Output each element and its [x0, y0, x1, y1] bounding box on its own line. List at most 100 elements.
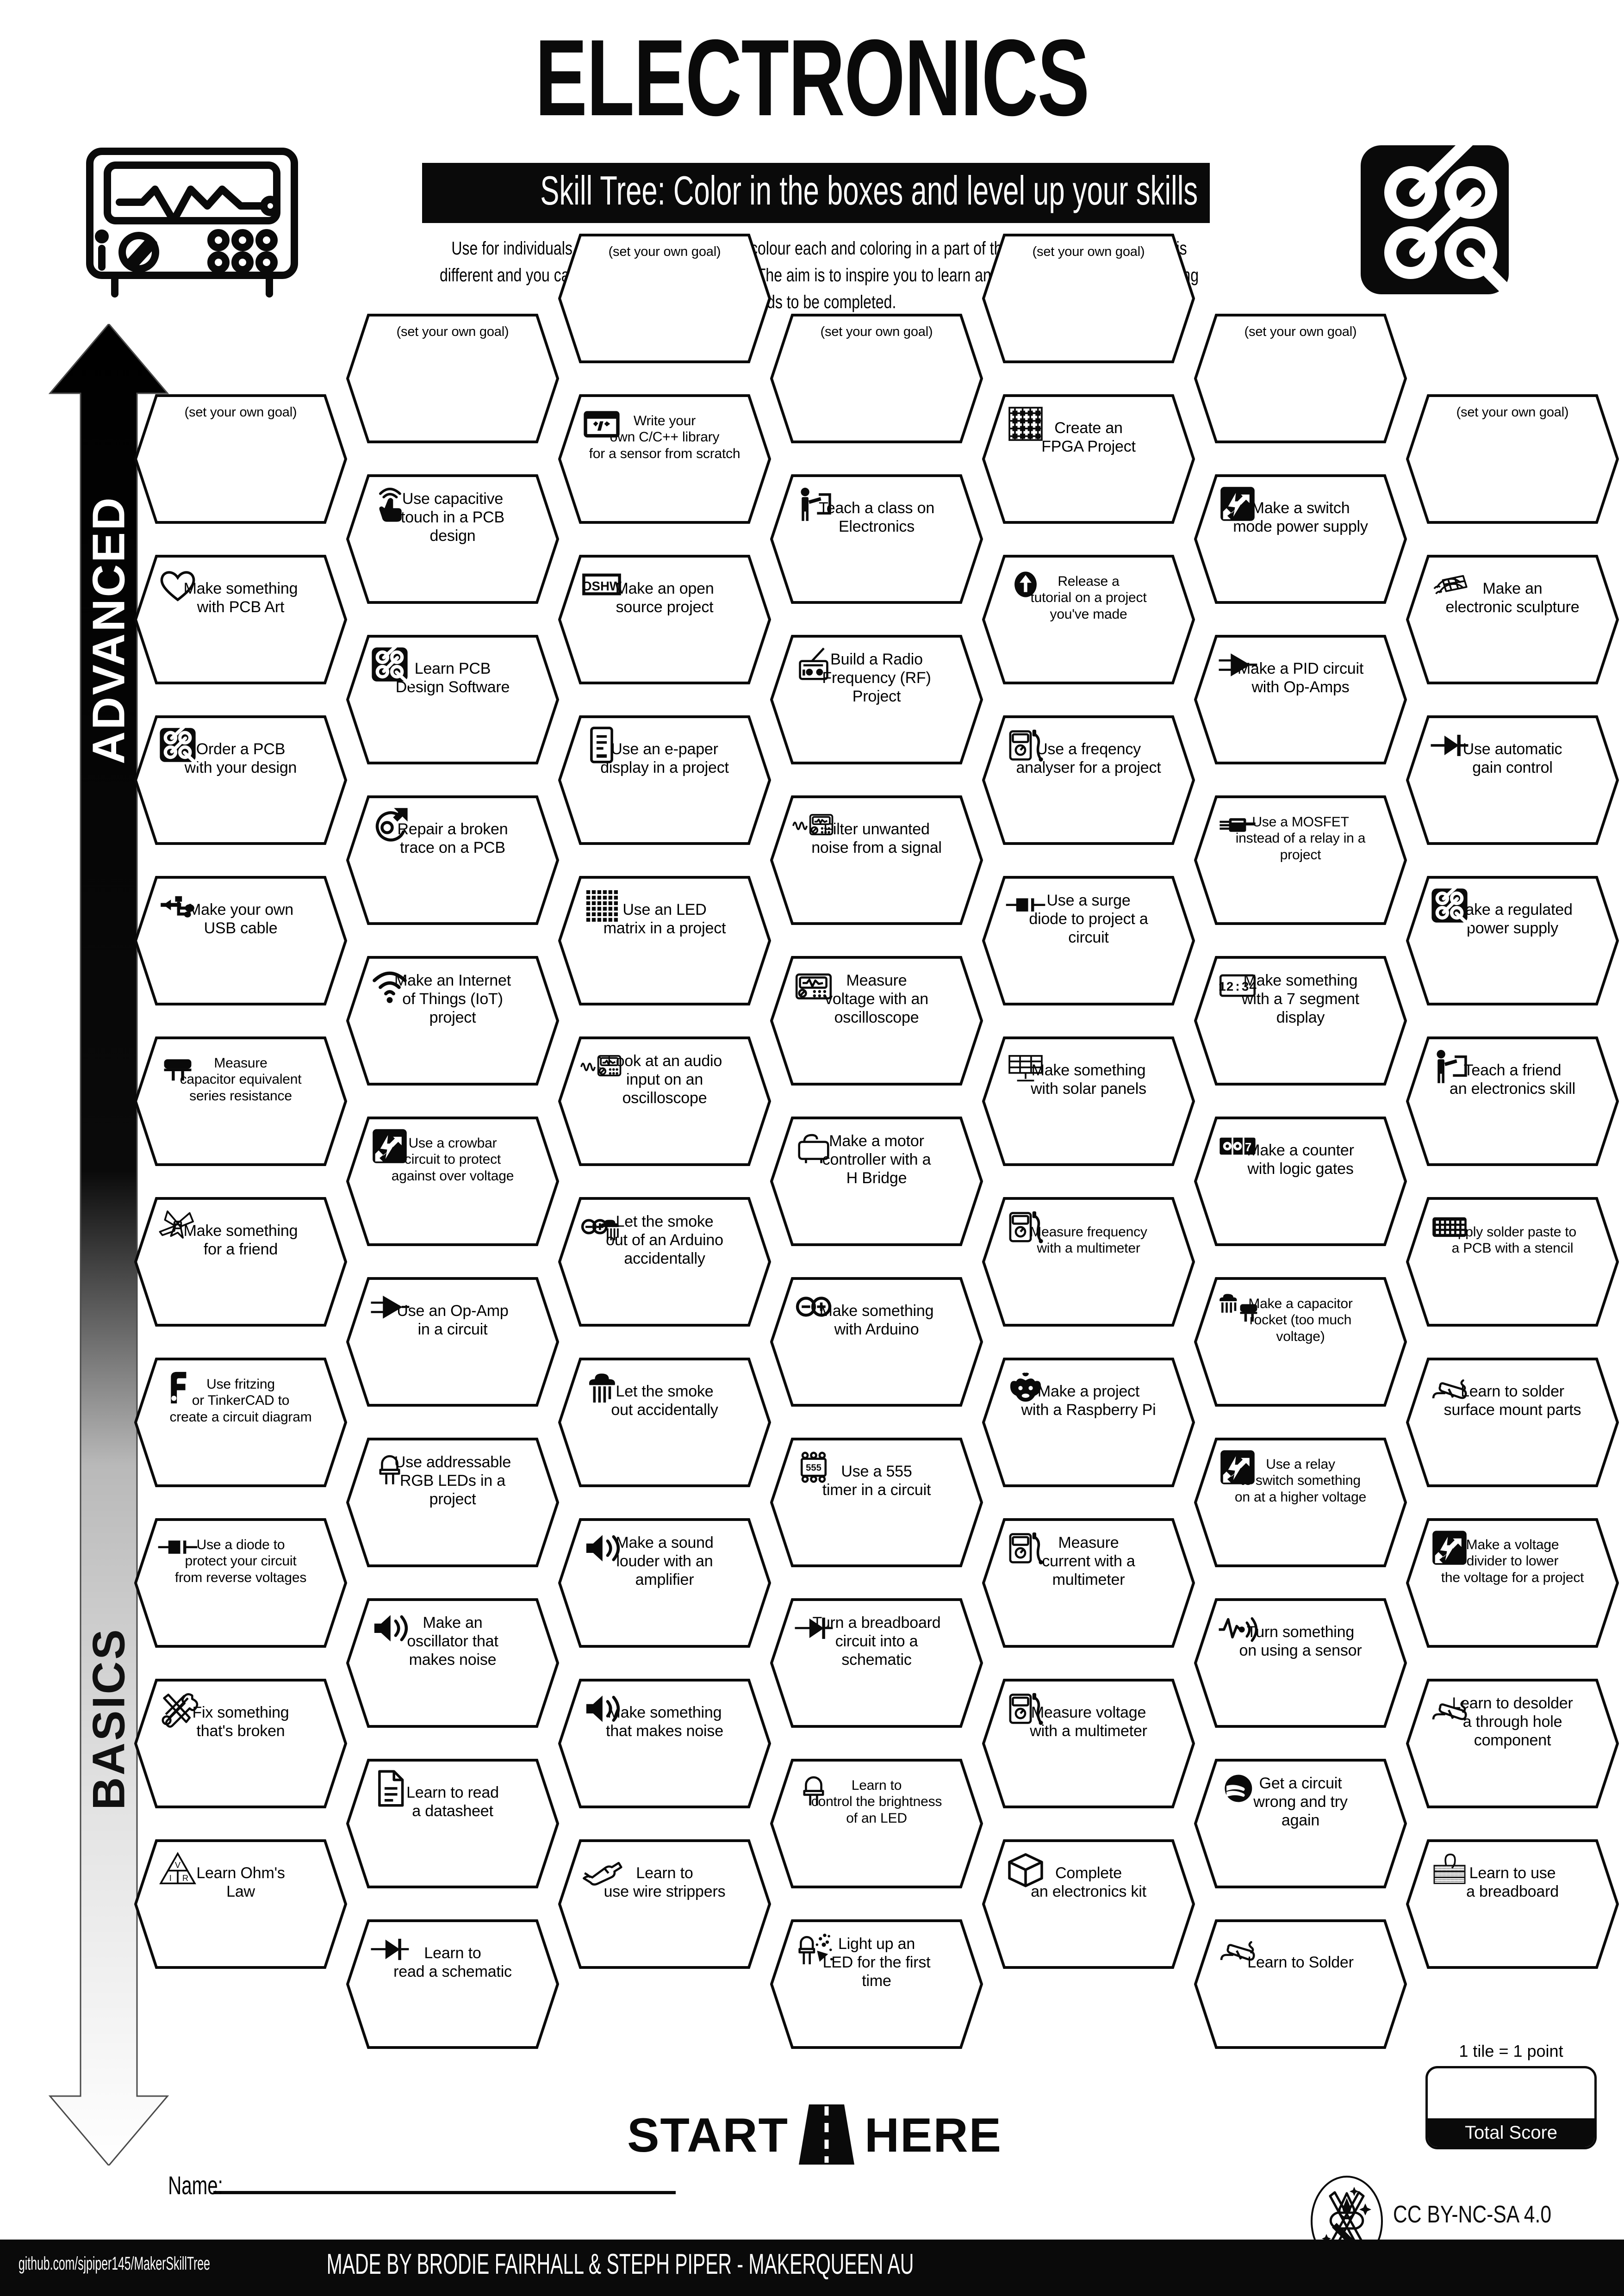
score-input-frame[interactable]: Total Score [1425, 2066, 1597, 2149]
skill-tile-2-3[interactable]: Learn PCB Design Software [346, 635, 559, 764]
skill-tile-1-6[interactable]: Make something for a friend [134, 1197, 347, 1327]
skill-tile-3-3[interactable]: Make an open source project OSHW [558, 555, 771, 684]
skill-tile-7-3[interactable]: Use automatic gain control [1406, 715, 1619, 845]
skill-tile-7-7[interactable]: Learn to solder surface mount parts [1406, 1358, 1619, 1487]
skill-tile-label: Make a project with a Raspberry Pi [1021, 1382, 1156, 1419]
skill-tile-2-4[interactable]: Repair a broken trace on a PCB [346, 795, 559, 925]
skill-tile-7-1[interactable]: (set your own goal) [1406, 394, 1619, 524]
high-voltage-icon [373, 1129, 474, 1230]
skill-tile-1-2[interactable]: Make something with PCB Art [134, 555, 347, 684]
mosfet-icon [1220, 818, 1322, 909]
skill-tile-2-9[interactable]: Make an oscillator that makes noise [346, 1598, 559, 1728]
skill-tile-6-9[interactable]: Turn something on using a sensor [1194, 1598, 1407, 1728]
skill-tile-2-2[interactable]: Use capacitive touch in a PCB design [346, 474, 559, 604]
skill-tile-2-5[interactable]: Make an Internet of Things (IoT) project [346, 956, 559, 1086]
skill-tile-5-8[interactable]: Make a project with a Raspberry Pi [982, 1358, 1195, 1487]
skill-tile-3-2[interactable]: Write your own C/C++ library for a sensor … [558, 394, 771, 524]
skill-tile-label: Use fritzing or TinkerCAD to create a circ… [169, 1376, 312, 1425]
skill-tile-5-3[interactable]: Release a tutorial on a project you've mad… [982, 555, 1195, 684]
skill-tile-2-11[interactable]: Learn to read a schematic [346, 1919, 559, 2049]
skill-tile-3-8[interactable]: Let the smoke out accidentally [558, 1358, 771, 1487]
skill-tile-2-6[interactable]: Use a crowbar circuit to protect against o… [346, 1117, 559, 1246]
repair-trace-icon [375, 808, 474, 903]
wire-strippers-icon [583, 1862, 686, 1947]
skill-tile-label: Let the smoke out accidentally [611, 1382, 718, 1419]
skill-tile-3-6[interactable]: Look at an audio input on an oscilloscope [558, 1036, 771, 1166]
skill-tile-label: Make an oscillator that makes noise [407, 1613, 498, 1669]
skill-tile-label: Create an FPGA Project [1041, 419, 1136, 455]
skill-tile-4-10[interactable]: Learn to control the brightness of an LED [770, 1759, 983, 1888]
skill-tile-5-4[interactable]: Use a freqency analyser for a project [982, 715, 1195, 845]
skill-tile-1-5[interactable]: Measure capacitor equivalent series resist… [134, 1036, 347, 1166]
skill-tile-1-1[interactable]: (set your own goal) [134, 394, 347, 524]
skill-tile-7-4[interactable]: Make a regulated power supply [1406, 876, 1619, 1005]
name-field[interactable]: Name: [157, 2170, 676, 2207]
skill-tile-label: Learn PCB Design Software [395, 659, 510, 696]
skill-tile-6-7[interactable]: Make a capacitor rocket (too much voltage) [1194, 1277, 1407, 1407]
skill-tile-2-1[interactable]: (set your own goal) [346, 314, 559, 443]
skill-tile-4-9[interactable]: Turn a breadboard circuit into a schematic [770, 1598, 983, 1728]
filter-scope-icon [792, 814, 898, 903]
skill-tile-6-10[interactable]: Get a circuit wrong and try again [1194, 1759, 1407, 1888]
skill-tile-6-11[interactable]: Learn to Solder [1194, 1919, 1407, 2049]
skill-tile-4-1[interactable]: (set your own goal) [770, 314, 983, 443]
skill-tile-4-3[interactable]: Build a Radio Frequency (RF) Project [770, 635, 983, 764]
skill-tile-5-1[interactable]: (set your own goal) [982, 234, 1195, 363]
skill-tile-3-7[interactable]: Let the smoke out of an Arduino accidental… [558, 1197, 771, 1327]
pcb-trace-icon [372, 644, 474, 743]
skill-tile-5-5[interactable]: Use a surge diode to project a circuit [982, 876, 1195, 1005]
skill-tile-5-9[interactable]: Measure current with a multimeter [982, 1518, 1195, 1648]
skill-tile-5-11[interactable]: Complete an electronics kit [982, 1839, 1195, 1969]
skill-tile-2-8[interactable]: Use addressable RGB LEDs in a project [346, 1438, 559, 1567]
svg-text:12:34: 12:34 [1219, 980, 1257, 995]
skill-tile-7-5[interactable]: Teach a friend an electronics skill [1406, 1036, 1619, 1166]
skill-tile-2-10[interactable]: Learn to read a datasheet [346, 1759, 559, 1888]
skill-tile-3-5[interactable]: Use an LED matrix in a project [558, 876, 771, 1005]
skill-tile-label: Make a voltage divider to lower the voltag… [1441, 1537, 1584, 1585]
skill-tile-7-2[interactable]: Make an electronic sculpture [1406, 555, 1619, 684]
skill-tile-6-1[interactable]: (set your own goal) [1194, 314, 1407, 443]
skill-tile-6-2[interactable]: Make a switch mode power supply [1194, 474, 1407, 604]
skill-tile-2-7[interactable]: Use an Op-Amp in a circuit [346, 1277, 559, 1407]
name-input-line[interactable] [213, 2191, 676, 2194]
skill-tile-7-10[interactable]: Learn to use a breadboard [1406, 1839, 1619, 1969]
skill-tile-7-6[interactable]: Apply solder paste to a PCB with a stenci… [1406, 1197, 1619, 1327]
skill-tile-6-3[interactable]: Make a PID circuit with Op-Amps [1194, 635, 1407, 764]
start-word: START [627, 2108, 789, 2162]
audio-scope-icon [580, 1055, 686, 1154]
skill-tile-5-6[interactable]: Make something with solar panels [982, 1036, 1195, 1166]
github-link[interactable]: github.com/sjpiper145/MakerSkillTree [19, 2253, 210, 2274]
svg-text:7: 7 [1245, 1141, 1251, 1154]
tools-icon [162, 1693, 262, 1787]
skill-tile-3-4[interactable]: Use an e-paper display in a project [558, 715, 771, 845]
skill-tile-7-8[interactable]: Make a voltage divider to lower the voltag… [1406, 1518, 1619, 1648]
skill-tile-6-8[interactable]: Use a relay to switch something on at a hi… [1194, 1438, 1407, 1567]
skill-tile-5-7[interactable]: Measure frequency with a multimeter [982, 1197, 1195, 1327]
arduino-smoke-icon [581, 1219, 686, 1314]
skill-tile-3-1[interactable]: (set your own goal) [558, 234, 771, 363]
skill-tile-3-11[interactable]: Learn to use wire strippers [558, 1839, 771, 1969]
skill-tile-4-11[interactable]: Light up an LED for the first time [770, 1919, 983, 2049]
skill-tile-1-10[interactable]: Learn Ohm's Law V I R [134, 1839, 347, 1969]
skill-tile-1-9[interactable]: Fix something that's broken [134, 1679, 347, 1808]
skill-tile-6-4[interactable]: Use a MOSFET instead of a relay in a proje… [1194, 795, 1407, 925]
skill-tile-6-5[interactable]: Make something with a 7 segment display 12:… [1194, 956, 1407, 1086]
skill-tile-4-4[interactable]: Filter unwanted noise from a signal [770, 795, 983, 925]
skill-tile-5-10[interactable]: Measure voltage with a multimeter [982, 1679, 1195, 1808]
skill-tile-3-10[interactable]: Make something that makes noise [558, 1679, 771, 1808]
skill-tile-6-6[interactable]: Make a counter with logic gates 7 [1194, 1117, 1407, 1246]
skill-tile-3-9[interactable]: Make a sound louder with an amplifier [558, 1518, 771, 1648]
skill-tile-label: Use an e-paper display in a project [600, 740, 729, 776]
skill-tile-1-3[interactable]: Order a PCB with your design [134, 715, 347, 845]
skill-tile-4-8[interactable]: Use a 555 timer in a circuit 555 [770, 1438, 983, 1567]
subtitle-banner: Skill Tree: Color in the boxes and level… [422, 163, 1210, 223]
skill-tile-1-8[interactable]: Use a diode to protect your circuit from r… [134, 1518, 347, 1648]
skill-tile-5-2[interactable]: Create an FPGA Project [982, 394, 1195, 524]
skill-tile-1-4[interactable]: Make your own USB cable [134, 876, 347, 1005]
skill-tile-7-9[interactable]: Learn to desolder a through hole component [1406, 1679, 1619, 1808]
skill-tile-4-5[interactable]: Measure voltage with an oscilloscope [770, 956, 983, 1086]
skill-tile-4-2[interactable]: Teach a class on Electronics [770, 474, 983, 604]
skill-tile-1-7[interactable]: Use fritzing or TinkerCAD to create a circ… [134, 1358, 347, 1487]
skill-tile-4-7[interactable]: Make something with Arduino [770, 1277, 983, 1407]
